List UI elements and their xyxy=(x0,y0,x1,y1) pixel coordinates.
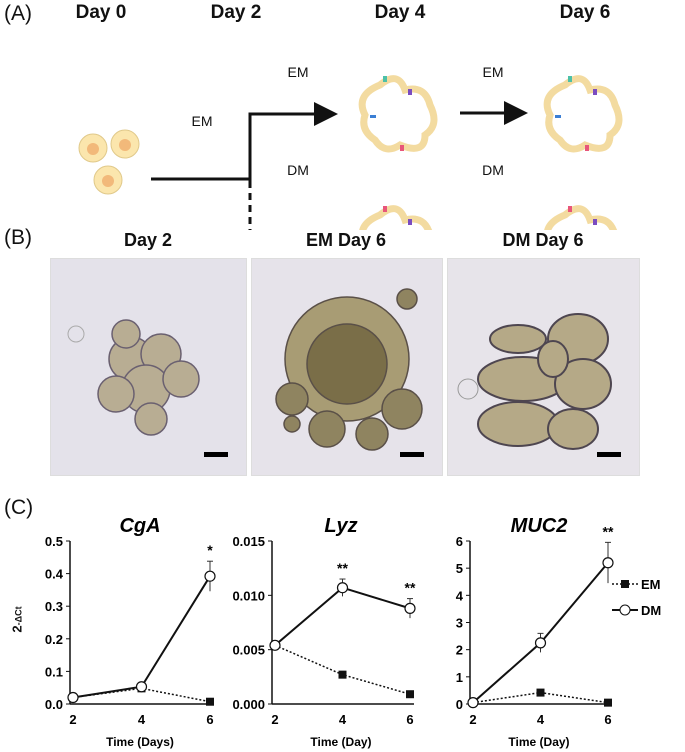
y-tick-label: 0.1 xyxy=(45,664,63,679)
day-2-label: Day 2 xyxy=(210,2,262,23)
x-tick-label: 6 xyxy=(206,712,213,727)
y-axis-label: 2-ΔCt xyxy=(9,606,25,633)
series-line-dm xyxy=(72,575,211,699)
image-title-dm-day6: DM Day 6 xyxy=(502,230,584,250)
y-tick-label: 2 xyxy=(456,643,463,658)
panel-b-label: (B) xyxy=(4,226,32,249)
day-0-label: Day 0 xyxy=(75,2,127,23)
y-tick-label: 0.2 xyxy=(45,632,63,647)
day-6-label: Day 6 xyxy=(559,2,611,23)
y-tick-label: 0.3 xyxy=(45,599,63,614)
dm-label-lower: DM xyxy=(287,162,309,178)
data-point-em xyxy=(206,697,214,706)
data-point-dm xyxy=(67,691,79,704)
data-point-em xyxy=(536,688,545,697)
data-point-em xyxy=(338,670,347,679)
data-point-dm xyxy=(269,639,281,651)
image-title-em-day6: EM Day 6 xyxy=(305,230,387,250)
y-tick-label: 0.0 xyxy=(45,697,63,712)
x-axis-label: Time (Day) xyxy=(310,735,371,749)
legend-em-label: EM xyxy=(641,577,661,592)
significance-marker: ** xyxy=(603,523,614,539)
data-point-dm xyxy=(204,570,216,582)
y-tick-label: 1 xyxy=(456,670,463,685)
dm-arrow-lower xyxy=(248,181,252,230)
significance-marker: ** xyxy=(405,580,416,596)
y-tick-label: 0.015 xyxy=(232,534,265,549)
organoid-icons xyxy=(358,75,623,230)
y-tick-label: 0.4 xyxy=(45,567,64,582)
expression-charts: CgA 0.0 0.1 0.2 0.3 0.4 0.5 2 4 6 Time (Days) * Lyz 0… xyxy=(45,515,661,749)
x-tick-label: 6 xyxy=(406,712,413,727)
legend-dm-label: DM xyxy=(641,603,661,618)
panel-a-label: (A) xyxy=(4,2,32,25)
significance-marker: ** xyxy=(337,560,348,576)
data-point-em xyxy=(406,690,414,699)
scale-bar xyxy=(204,452,228,457)
y-tick-label: 0.010 xyxy=(232,588,265,603)
em-arrow-upper xyxy=(248,102,338,181)
image-title-day2: Day 2 xyxy=(123,230,173,250)
data-point-dm xyxy=(135,681,148,693)
y-tick-label: 3 xyxy=(456,616,463,631)
panel-c-label: (C) xyxy=(4,496,34,519)
data-point-dm xyxy=(404,602,416,614)
x-tick-label: 2 xyxy=(271,712,278,727)
data-point-dm xyxy=(602,557,614,569)
scale-bar xyxy=(597,452,621,457)
chart-title: MUC2 xyxy=(511,515,568,537)
x-tick-label: 4 xyxy=(537,712,545,727)
y-tick-label: 0.000 xyxy=(232,697,265,712)
y-tick-label: 6 xyxy=(456,534,463,549)
em-label-day6: EM xyxy=(482,64,504,80)
x-tick-label: 6 xyxy=(604,712,611,727)
schematic xyxy=(78,75,623,230)
em-label-upper: EM xyxy=(287,64,309,80)
y-tick-label: 0.005 xyxy=(232,643,265,658)
dm-label-day6: DM xyxy=(482,162,504,178)
chart-title: Lyz xyxy=(324,515,357,537)
significance-marker: * xyxy=(207,542,213,558)
y-tick-label: 0.5 xyxy=(45,534,63,549)
x-tick-label: 4 xyxy=(339,712,347,727)
em-label-initial: EM xyxy=(191,113,213,129)
y-tick-label: 4 xyxy=(456,588,464,603)
y-tick-label: 0 xyxy=(456,697,463,712)
legend-dm-marker xyxy=(619,604,631,616)
x-tick-label: 2 xyxy=(469,712,476,727)
micrograph-dm-day6 xyxy=(447,258,640,476)
cell-type-markers xyxy=(370,76,597,225)
stem-cells-icon xyxy=(78,129,140,195)
data-point-em xyxy=(604,698,612,707)
x-tick-label: 2 xyxy=(69,712,76,727)
data-point-dm xyxy=(336,582,349,594)
data-point-dm xyxy=(467,697,479,709)
day-4-label: Day 4 xyxy=(374,2,426,23)
series-line-dm xyxy=(472,562,609,704)
x-axis-label: Time (Day) xyxy=(508,735,569,749)
series-line-em xyxy=(274,644,411,695)
data-point-dm xyxy=(534,637,547,649)
x-tick-label: 4 xyxy=(138,712,146,727)
micrograph-em-day6 xyxy=(251,258,443,476)
legend-em-marker xyxy=(621,580,629,588)
micrograph-day2 xyxy=(50,258,247,476)
x-axis-label: Time (Days) xyxy=(106,735,174,749)
scale-bar xyxy=(400,452,424,457)
y-tick-label: 5 xyxy=(456,561,463,576)
chart-title: CgA xyxy=(119,515,160,537)
